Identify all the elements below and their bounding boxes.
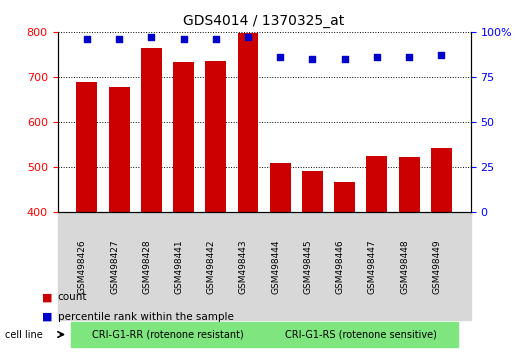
Point: [405, 54, 413, 60]
Text: GSM498442: GSM498442: [207, 239, 216, 293]
Bar: [173, 62, 194, 354]
Text: CRI-G1-RR (rotenone resistant): CRI-G1-RR (rotenone resistant): [92, 330, 243, 339]
Point: [308, 56, 316, 62]
Bar: [76, 82, 97, 354]
Point: [179, 36, 188, 42]
Text: GSM498428: GSM498428: [142, 239, 151, 294]
Text: count: count: [58, 292, 87, 302]
Bar: [399, 157, 419, 354]
Text: GSM498427: GSM498427: [110, 239, 119, 294]
Bar: [302, 171, 323, 354]
Bar: [334, 182, 355, 354]
Text: percentile rank within the sample: percentile rank within the sample: [58, 312, 233, 322]
Text: GSM498444: GSM498444: [271, 239, 280, 293]
Bar: [141, 48, 162, 354]
Text: GDS4014 / 1370325_at: GDS4014 / 1370325_at: [184, 14, 345, 28]
Text: GSM498448: GSM498448: [400, 239, 409, 294]
Text: ■: ■: [42, 292, 52, 302]
Text: GSM498441: GSM498441: [175, 239, 184, 294]
Point: [340, 56, 349, 62]
Text: CRI-G1-RS (rotenone sensitive): CRI-G1-RS (rotenone sensitive): [285, 330, 437, 339]
Point: [83, 36, 91, 42]
Text: GSM498426: GSM498426: [78, 239, 87, 294]
Text: GSM498447: GSM498447: [368, 239, 377, 294]
Point: [115, 36, 123, 42]
Bar: [237, 33, 258, 354]
Text: GSM498445: GSM498445: [303, 239, 312, 294]
Point: [147, 34, 155, 40]
Point: [244, 34, 252, 40]
Point: [373, 54, 381, 60]
Point: [276, 54, 285, 60]
Bar: [109, 87, 130, 354]
Text: GSM498446: GSM498446: [336, 239, 345, 294]
Bar: [367, 155, 388, 354]
Point: [437, 52, 446, 58]
Text: ■: ■: [42, 312, 52, 322]
Point: [212, 36, 220, 42]
Bar: [205, 61, 226, 354]
Bar: [270, 163, 291, 354]
Text: GSM498443: GSM498443: [239, 239, 248, 294]
Text: GSM498449: GSM498449: [433, 239, 441, 294]
Bar: [431, 148, 452, 354]
Text: cell line: cell line: [5, 330, 43, 339]
